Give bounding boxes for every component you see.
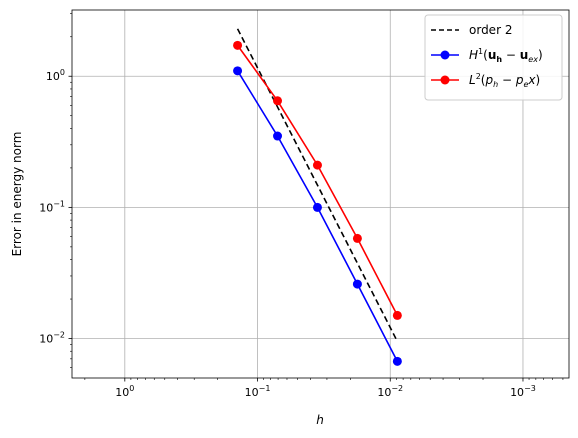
legend-label-h1: H1(uh − uex) [469, 47, 543, 64]
plot-frame [71, 9, 570, 379]
series-2-point [352, 233, 362, 243]
legend: order 2 H1(uh − uex) L2(ph − pex) [424, 14, 563, 101]
legend-marker-h1 [440, 50, 450, 60]
series-1-point [312, 202, 322, 212]
axis-ticks: 100 10−1 10−2 10−3 10−2 10−1 100 [39, 13, 564, 399]
series-2-point [392, 310, 402, 320]
x-axis-label: h [316, 413, 324, 427]
series-1-point [392, 356, 402, 366]
x-tick-label: 10−2 [377, 384, 403, 399]
legend-box [424, 14, 563, 101]
series-2-point [273, 96, 283, 106]
y-tick-label: 100 [46, 68, 65, 83]
x-tick-label: 10−3 [510, 384, 536, 399]
y-axis-label: Error in energy norm [10, 132, 24, 257]
series-1-point [352, 279, 362, 289]
series-line-0 [236, 28, 399, 342]
series-2-point [312, 160, 322, 170]
series-2-point [233, 40, 243, 50]
x-tick-label: 100 [115, 384, 134, 399]
y-tick-label: 10−1 [39, 199, 65, 214]
x-tick-label: 10−1 [245, 384, 271, 399]
y-tick-label: 10−2 [39, 331, 65, 346]
legend-label-order-2: order 2 [469, 23, 512, 37]
series-1-point [233, 66, 243, 76]
plot-series [233, 28, 402, 366]
legend-marker-l2 [440, 75, 450, 85]
legend-label-l2: L2(ph − pex) [469, 72, 540, 89]
series-1-point [273, 131, 283, 141]
